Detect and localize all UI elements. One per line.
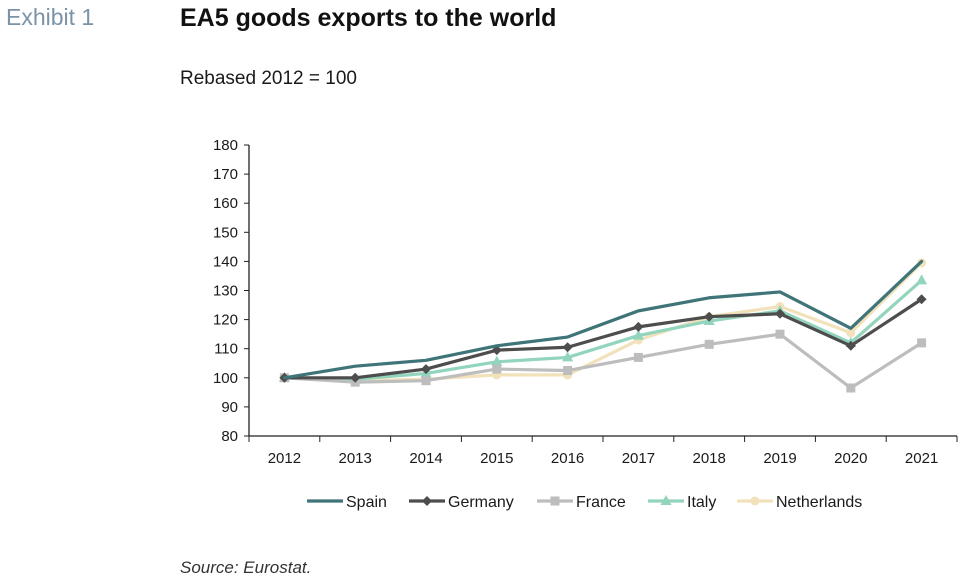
data-point-germany [775, 308, 785, 319]
data-point-france [704, 339, 714, 349]
legend-label-italy: Italy [687, 494, 716, 511]
data-point-france [846, 383, 856, 393]
data-point-germany [562, 342, 573, 353]
series-line-spain [282, 259, 924, 380]
series-line-germany [282, 297, 924, 380]
data-point-germany [633, 321, 644, 332]
y-tick-label: 100 [213, 370, 238, 387]
data-point-italy [562, 351, 574, 362]
line-chart: 80 90 100 110 120 130 140 150 160 170 180 2012 2013 2… [213, 137, 958, 511]
y-tick-label: 80 [221, 428, 238, 445]
x-tick-label: 2018 [693, 450, 726, 467]
y-tick-label: 150 [213, 224, 238, 241]
data-point-italy [632, 329, 644, 340]
y-tick-label: 130 [213, 283, 238, 300]
y-tick-label: 140 [213, 253, 238, 270]
x-tick-label: 2015 [480, 450, 513, 467]
legend-marker-france [550, 496, 560, 506]
data-point-germany [916, 294, 927, 305]
chart-subtitle: Rebased 2012 = 100 [180, 68, 357, 89]
legend-marker-germany [422, 496, 432, 506]
legend-marker-italy [660, 495, 672, 505]
legend-label-spain: Spain [346, 494, 387, 511]
data-point-france [917, 338, 927, 348]
data-point-germany [704, 311, 715, 322]
series-line-italy [282, 278, 924, 381]
y-tick-label: 120 [213, 312, 238, 329]
data-point-france [775, 329, 785, 339]
x-tick-label: 2017 [622, 450, 655, 467]
data-point-germany [421, 364, 431, 375]
data-point-germany [845, 340, 856, 351]
x-tick-label: 2012 [268, 450, 301, 467]
y-tick-label: 180 [213, 137, 238, 154]
y-tick-label: 170 [213, 166, 238, 183]
series-line-france [282, 332, 924, 390]
source-note: Source: Eurostat. [180, 558, 312, 577]
x-tick-label: 2019 [763, 450, 796, 467]
data-point-italy [491, 355, 503, 366]
data-point-italy [916, 274, 928, 285]
legend-marker-netherlands [750, 496, 760, 506]
x-tick-label: 2014 [409, 450, 442, 467]
data-point-france [563, 366, 573, 376]
data-point-france [421, 376, 431, 386]
chart-title: EA5 goods exports to the world [180, 4, 557, 32]
data-point-france [492, 364, 502, 374]
x-tick-label: 2021 [905, 450, 938, 467]
data-point-netherlands [846, 328, 856, 338]
data-point-germany [350, 372, 361, 383]
legend-label-germany: Germany [448, 494, 514, 511]
x-tick-label: 2016 [551, 450, 584, 467]
y-tick-label: 160 [213, 195, 238, 212]
exhibit-label: Exhibit 1 [6, 4, 95, 30]
x-tick-label: 2013 [339, 450, 372, 467]
legend-label-france: France [576, 494, 626, 511]
legend-label-netherlands: Netherlands [776, 494, 862, 511]
y-tick-label: 90 [221, 399, 238, 416]
y-tick-label: 110 [214, 341, 238, 358]
x-tick-label: 2020 [834, 450, 867, 467]
data-point-france [633, 352, 643, 362]
